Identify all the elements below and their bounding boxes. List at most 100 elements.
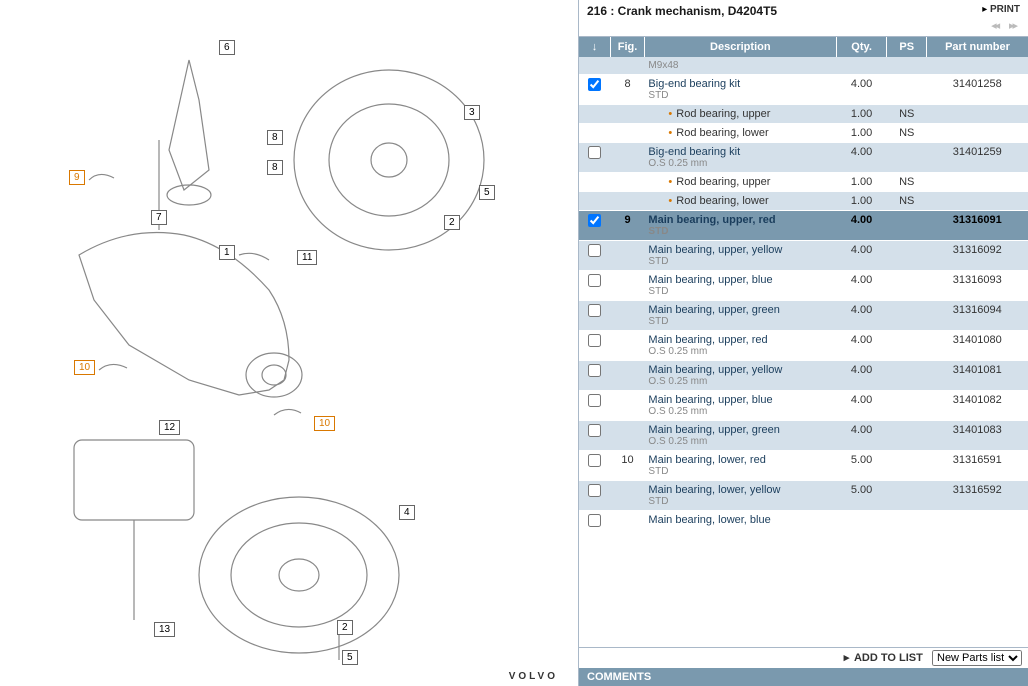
table-row[interactable]: Main bearing, upper, yellowO.S 0.25 mm4.…	[579, 361, 1028, 391]
fig-cell	[611, 301, 645, 331]
desc-cell: •Rod bearing, upper	[644, 173, 836, 192]
fig-cell	[611, 124, 645, 143]
row-checkbox[interactable]	[588, 334, 601, 347]
qty-cell	[836, 57, 887, 75]
row-checkbox[interactable]	[588, 214, 601, 227]
qty-cell: 5.00	[836, 451, 887, 481]
callout-11[interactable]: 11	[297, 250, 317, 265]
col-qty[interactable]: Qty.	[836, 37, 887, 57]
ps-cell: NS	[887, 105, 926, 124]
table-row[interactable]: Main bearing, upper, yellowSTD4.00313160…	[579, 241, 1028, 271]
ps-cell	[887, 361, 926, 391]
col-desc[interactable]: Description	[644, 37, 836, 57]
desc-cell: Main bearing, upper, yellowSTD	[644, 241, 836, 271]
add-to-list-button[interactable]: ▸ ADD TO LIST	[844, 652, 926, 664]
row-checkbox[interactable]	[588, 364, 601, 377]
callout-2[interactable]: 2	[444, 215, 460, 230]
comments-header[interactable]: COMMENTS	[579, 668, 1028, 686]
part-number-cell	[926, 105, 1028, 124]
qty-cell: 4.00	[836, 241, 887, 271]
part-number-cell	[926, 173, 1028, 192]
callout-3[interactable]: 3	[464, 105, 480, 120]
panel-header: 216 : Crank mechanism, D4204T5 ▸ PRINT ◂…	[579, 0, 1028, 36]
qty-cell: 4.00	[836, 391, 887, 421]
row-checkbox[interactable]	[588, 78, 601, 91]
table-row[interactable]: Main bearing, lower, yellowSTD5.00313165…	[579, 481, 1028, 511]
part-number-cell: 31316091	[926, 211, 1028, 241]
table-row[interactable]: Main bearing, upper, blueSTD4.0031316093	[579, 271, 1028, 301]
callout-10[interactable]: 10	[314, 416, 335, 431]
row-checkbox[interactable]	[588, 146, 601, 159]
callout-12[interactable]: 12	[159, 420, 180, 435]
fig-cell	[611, 143, 645, 173]
callout-1[interactable]: 1	[219, 245, 235, 260]
callout-8[interactable]: 8	[267, 160, 283, 175]
nav-next-icon[interactable]: ▸▸	[1009, 20, 1016, 32]
table-row[interactable]: 9Main bearing, upper, redSTD4.0031316091	[579, 211, 1028, 241]
fig-cell: 10	[611, 451, 645, 481]
desc-cell: Main bearing, lower, blue	[644, 511, 836, 534]
desc-cell: •Rod bearing, lower	[644, 124, 836, 143]
row-checkbox[interactable]	[588, 484, 601, 497]
parts-table-scroll[interactable]: ↓ Fig. Description Qty. PS Part number M…	[579, 36, 1028, 647]
fig-cell	[611, 105, 645, 124]
part-number-cell	[926, 57, 1028, 75]
fig-cell: 9	[611, 211, 645, 241]
callout-8[interactable]: 8	[267, 130, 283, 145]
ps-cell: NS	[887, 124, 926, 143]
col-fig[interactable]: Fig.	[611, 37, 645, 57]
part-number-cell: 31401083	[926, 421, 1028, 451]
fig-cell	[611, 271, 645, 301]
callout-10[interactable]: 10	[74, 360, 95, 375]
row-checkbox[interactable]	[588, 274, 601, 287]
table-row[interactable]: •Rod bearing, upper1.00NS	[579, 173, 1028, 192]
callout-5[interactable]: 5	[479, 185, 495, 200]
row-checkbox[interactable]	[588, 394, 601, 407]
desc-cell: M9x48	[644, 57, 836, 75]
callout-5[interactable]: 5	[342, 650, 358, 665]
table-row[interactable]: M9x48	[579, 57, 1028, 75]
qty-cell: 1.00	[836, 192, 887, 211]
bullet-icon: •	[668, 176, 672, 188]
callout-7[interactable]: 7	[151, 210, 167, 225]
callout-9[interactable]: 9	[69, 170, 85, 185]
table-row[interactable]: 10Main bearing, lower, redSTD5.003131659…	[579, 451, 1028, 481]
part-number-cell	[926, 124, 1028, 143]
print-button[interactable]: PRINT	[990, 4, 1020, 15]
ps-cell: NS	[887, 173, 926, 192]
qty-cell: 1.00	[836, 105, 887, 124]
qty-cell: 4.00	[836, 75, 887, 105]
table-row[interactable]: Main bearing, upper, redO.S 0.25 mm4.003…	[579, 331, 1028, 361]
table-row[interactable]: •Rod bearing, lower1.00NS	[579, 192, 1028, 211]
row-checkbox[interactable]	[588, 454, 601, 467]
part-number-cell: 31316094	[926, 301, 1028, 331]
fig-cell	[611, 481, 645, 511]
table-row[interactable]: Main bearing, upper, greenO.S 0.25 mm4.0…	[579, 421, 1028, 451]
table-header-row: ↓ Fig. Description Qty. PS Part number	[579, 37, 1028, 57]
row-checkbox[interactable]	[588, 514, 601, 527]
nav-arrows: ◂◂ ▸▸	[982, 19, 1020, 32]
col-check[interactable]: ↓	[579, 37, 611, 57]
table-row[interactable]: •Rod bearing, lower1.00NS	[579, 124, 1028, 143]
parts-list-select[interactable]: New Parts list	[932, 650, 1022, 666]
part-number-cell	[926, 192, 1028, 211]
callout-6[interactable]: 6	[219, 40, 235, 55]
col-ps[interactable]: PS	[887, 37, 926, 57]
table-row[interactable]: Main bearing, upper, blueO.S 0.25 mm4.00…	[579, 391, 1028, 421]
qty-cell	[836, 511, 887, 534]
table-row[interactable]: •Rod bearing, upper1.00NS	[579, 105, 1028, 124]
nav-prev-icon[interactable]: ◂◂	[991, 20, 998, 32]
row-checkbox[interactable]	[588, 424, 601, 437]
row-checkbox[interactable]	[588, 304, 601, 317]
table-row[interactable]: Big-end bearing kitO.S 0.25 mm4.00314012…	[579, 143, 1028, 173]
diagram-area[interactable]: 6388975211110121041325	[0, 0, 578, 660]
col-part[interactable]: Part number	[926, 37, 1028, 57]
table-row[interactable]: 8Big-end bearing kitSTD4.0031401258	[579, 75, 1028, 105]
row-checkbox[interactable]	[588, 244, 601, 257]
callout-4[interactable]: 4	[399, 505, 415, 520]
table-row[interactable]: Main bearing, lower, blue	[579, 511, 1028, 534]
callout-2[interactable]: 2	[337, 620, 353, 635]
callout-13[interactable]: 13	[154, 622, 175, 637]
page-title: 216 : Crank mechanism, D4204T5	[587, 4, 777, 18]
table-row[interactable]: Main bearing, upper, greenSTD4.003131609…	[579, 301, 1028, 331]
